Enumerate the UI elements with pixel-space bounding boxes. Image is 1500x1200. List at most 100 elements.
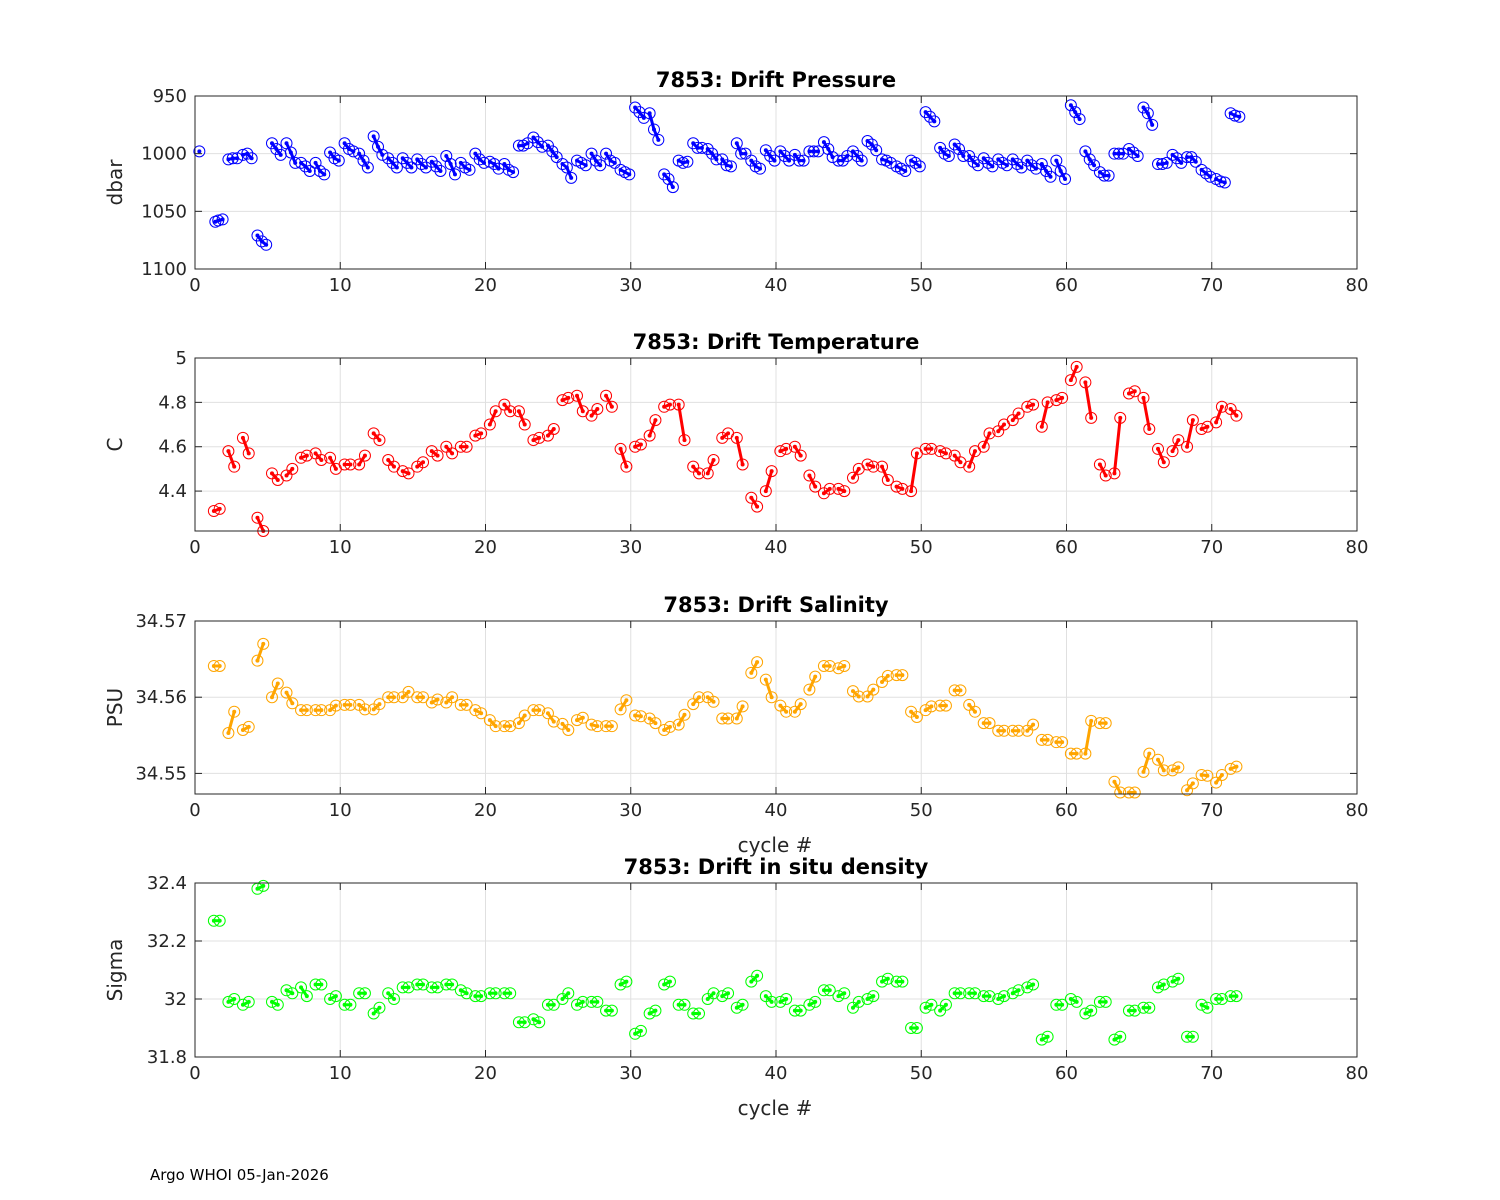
data-point-dot xyxy=(583,163,588,168)
data-point-dot xyxy=(394,165,399,170)
data-point-dot xyxy=(421,695,426,700)
data-point xyxy=(1172,972,1185,985)
data-point xyxy=(1070,995,1083,1008)
data-point-dot xyxy=(816,149,821,154)
data-point xyxy=(518,709,531,722)
data-point xyxy=(1114,411,1127,424)
data-point-dot xyxy=(1089,1008,1094,1013)
data-point xyxy=(1093,166,1106,179)
data-point xyxy=(846,471,859,484)
data-point xyxy=(489,720,502,733)
data-point xyxy=(265,995,278,1008)
data-point xyxy=(1027,978,1040,991)
data-point xyxy=(1021,400,1034,413)
data-point xyxy=(707,987,720,1000)
data-point-dot xyxy=(990,164,995,169)
data-point xyxy=(386,156,399,169)
data-point-dot xyxy=(458,160,463,165)
data-point xyxy=(934,445,947,458)
data-point-dot xyxy=(551,1002,556,1007)
x-axis-label: cycle # xyxy=(738,1096,813,1120)
data-point-dot xyxy=(734,716,739,721)
x-tick-label: 50 xyxy=(910,275,933,296)
series-segment xyxy=(749,661,759,674)
data-point xyxy=(876,975,889,988)
data-point xyxy=(446,447,459,460)
data-point xyxy=(1064,99,1077,112)
data-point xyxy=(1215,768,1228,781)
data-point xyxy=(983,427,996,440)
data-point-dot xyxy=(275,477,280,482)
data-point-dot xyxy=(981,444,986,449)
data-point xyxy=(460,440,473,453)
data-point-dot xyxy=(1048,174,1053,179)
data-point-dot xyxy=(240,435,245,440)
data-point xyxy=(722,712,735,725)
data-point xyxy=(1195,163,1208,176)
data-point xyxy=(909,156,922,169)
data-point-dot xyxy=(1164,160,1169,165)
data-point-dot xyxy=(435,453,440,458)
data-point-dot xyxy=(304,453,309,458)
data-point xyxy=(286,987,299,1000)
data-point xyxy=(896,482,909,495)
data-point-dot xyxy=(255,515,260,520)
data-point-dot xyxy=(914,451,919,456)
data-point xyxy=(634,438,647,451)
x-tick-label: 60 xyxy=(1055,800,1078,821)
data-point-dot xyxy=(1219,772,1224,777)
data-point-dot xyxy=(1193,159,1198,164)
data-point-dot xyxy=(952,142,957,147)
data-point xyxy=(1025,159,1038,172)
data-point xyxy=(527,131,540,144)
data-point xyxy=(634,1024,647,1037)
data-point xyxy=(556,158,569,171)
data-point xyxy=(846,145,859,158)
data-point xyxy=(1070,360,1083,373)
series-segment xyxy=(1142,753,1151,773)
data-point-dot xyxy=(217,918,222,923)
data-point xyxy=(402,467,415,480)
data-point xyxy=(823,984,836,997)
data-point xyxy=(1064,993,1077,1005)
data-point-dot xyxy=(1176,765,1181,770)
data-point-dot xyxy=(444,444,449,449)
data-point xyxy=(1127,146,1140,159)
y-tick-label: 950 xyxy=(153,86,187,107)
data-point xyxy=(1099,469,1112,482)
data-point xyxy=(300,704,313,717)
data-point-dot xyxy=(328,455,333,460)
data-point-dot xyxy=(842,663,847,668)
data-point xyxy=(794,449,807,462)
data-point-dot xyxy=(496,166,501,171)
data-point-dot xyxy=(827,486,832,491)
data-point xyxy=(948,138,961,151)
data-point xyxy=(919,1001,932,1014)
data-point xyxy=(271,998,284,1011)
data-point-dot xyxy=(493,409,498,414)
x-tick-label: 0 xyxy=(189,800,200,821)
data-point-dot xyxy=(264,242,269,247)
data-point xyxy=(1056,391,1069,404)
data-point xyxy=(1218,176,1231,189)
series-segment xyxy=(619,448,628,468)
data-point-dot xyxy=(1205,773,1210,778)
data-point-dot xyxy=(313,160,318,165)
data-point-dot xyxy=(1025,728,1030,733)
data-point xyxy=(925,442,938,455)
data-point-dot xyxy=(850,689,855,694)
data-point xyxy=(765,465,778,478)
data-point-dot xyxy=(1103,473,1108,478)
data-point xyxy=(852,995,865,1008)
footer-credit: Argo WHOI 05-Jan-2026 xyxy=(150,1166,329,1184)
data-point-dot xyxy=(1112,471,1117,476)
data-point xyxy=(1021,981,1034,994)
data-point xyxy=(678,998,691,1011)
data-point-dot xyxy=(593,158,598,163)
data-point-dot xyxy=(560,721,565,726)
data-point-dot xyxy=(685,159,690,164)
data-point-dot xyxy=(1002,994,1007,999)
data-point xyxy=(794,698,807,711)
data-point xyxy=(396,465,409,478)
data-point-dot xyxy=(269,695,274,700)
